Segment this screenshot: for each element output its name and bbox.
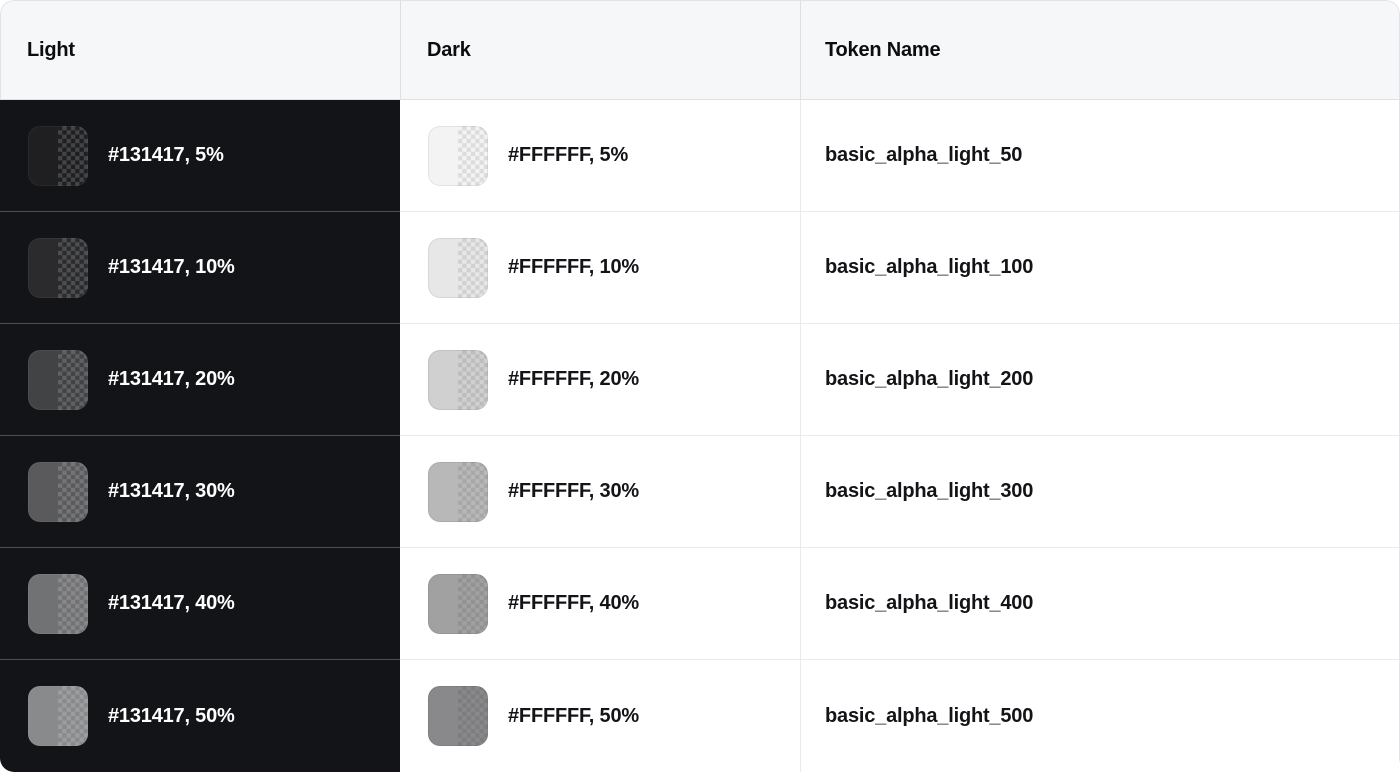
column-header-dark: Dark: [400, 0, 800, 100]
token-name: basic_alpha_light_400: [825, 592, 1034, 614]
transparency-checkerboard: [58, 573, 88, 634]
token-name-cell: basic_alpha_light_50: [800, 100, 1400, 212]
alpha-tint-overlay: [428, 573, 488, 634]
token-name-cell: basic_alpha_light_300: [800, 436, 1400, 548]
color-value-label: #FFFFFF, 40%: [508, 592, 639, 614]
column-header-light: Light: [0, 0, 400, 100]
transparency-checkerboard: [458, 461, 488, 522]
swatch-border: [428, 462, 488, 522]
column-header-token-name-label: Token Name: [825, 38, 941, 61]
alpha-color-swatch: [28, 686, 88, 746]
dark-theme-cell: #FFFFFF, 50%: [400, 660, 800, 772]
alpha-color-swatch: [428, 686, 488, 746]
transparency-checkerboard: [58, 461, 88, 522]
token-name: basic_alpha_light_500: [825, 704, 1034, 727]
alpha-tint-overlay: [428, 686, 488, 746]
transparency-checkerboard: [458, 125, 488, 186]
dark-theme-cell: #FFFFFF, 5%: [400, 100, 800, 212]
swatch-border: [28, 462, 88, 522]
token-name-cell: basic_alpha_light_500: [800, 660, 1400, 772]
alpha-tint-overlay: [28, 573, 88, 634]
alpha-tint-overlay: [428, 125, 488, 186]
alpha-tint-overlay: [428, 349, 488, 410]
color-value-label: #FFFFFF, 5%: [508, 144, 629, 166]
column-header-dark-label: Dark: [427, 38, 471, 61]
color-value-label: #131417, 30%: [108, 480, 235, 502]
dark-theme-cell: #FFFFFF, 40%: [400, 548, 800, 660]
alpha-color-swatch: [28, 573, 88, 634]
alpha-tint-overlay: [28, 237, 88, 298]
alpha-color-swatch: [28, 461, 88, 522]
transparency-checkerboard: [458, 349, 488, 410]
dark-theme-cell: #FFFFFF, 20%: [400, 324, 800, 436]
alpha-color-swatch: [28, 237, 88, 298]
color-value-label: #131417, 10%: [108, 256, 235, 278]
alpha-tint-overlay: [428, 461, 488, 522]
transparency-checkerboard: [58, 237, 88, 298]
alpha-color-swatch: [428, 125, 488, 186]
token-name: basic_alpha_light_100: [825, 256, 1034, 278]
swatch-border: [428, 126, 488, 186]
light-theme-cell: #131417, 10%: [0, 212, 400, 324]
token-name: basic_alpha_light_300: [825, 480, 1034, 502]
token-name-cell: basic_alpha_light_100: [800, 212, 1400, 324]
token-name: basic_alpha_light_200: [825, 368, 1034, 390]
alpha-tint-overlay: [28, 349, 88, 410]
alpha-color-swatch: [28, 125, 88, 186]
light-theme-cell: #131417, 30%: [0, 436, 400, 548]
transparency-checkerboard: [58, 125, 88, 186]
light-theme-cell: #131417, 50%: [0, 660, 400, 772]
alpha-tint-overlay: [28, 125, 88, 186]
alpha-tint-overlay: [28, 461, 88, 522]
alpha-color-swatch: [28, 349, 88, 410]
dark-theme-cell: #FFFFFF, 10%: [400, 212, 800, 324]
alpha-color-swatch: [428, 237, 488, 298]
color-value-label: #FFFFFF, 50%: [508, 704, 639, 727]
transparency-checkerboard: [458, 573, 488, 634]
alpha-color-swatch: [428, 461, 488, 522]
color-value-label: #131417, 5%: [108, 144, 224, 166]
light-theme-cell: #131417, 40%: [0, 548, 400, 660]
swatch-border: [28, 350, 88, 410]
dark-theme-cell: #FFFFFF, 30%: [400, 436, 800, 548]
token-name-cell: basic_alpha_light_200: [800, 324, 1400, 436]
swatch-border: [28, 686, 88, 746]
transparency-checkerboard: [58, 349, 88, 410]
alpha-color-swatch: [428, 573, 488, 634]
swatch-border: [428, 686, 488, 746]
alpha-color-swatch: [428, 349, 488, 410]
column-header-token-name: Token Name: [800, 0, 1400, 100]
color-value-label: #FFFFFF, 10%: [508, 256, 639, 278]
alpha-tint-overlay: [428, 237, 488, 298]
swatch-border: [428, 350, 488, 410]
swatch-border: [428, 574, 488, 634]
color-value-label: #131417, 20%: [108, 368, 235, 390]
color-value-label: #FFFFFF, 20%: [508, 368, 639, 390]
color-value-label: #FFFFFF, 30%: [508, 480, 639, 502]
swatch-border: [428, 238, 488, 298]
swatch-border: [28, 238, 88, 298]
alpha-tint-overlay: [28, 686, 88, 746]
color-value-label: #131417, 50%: [108, 704, 235, 727]
color-value-label: #131417, 40%: [108, 592, 235, 614]
token-name-cell: basic_alpha_light_400: [800, 548, 1400, 660]
swatch-border: [28, 126, 88, 186]
swatch-border: [28, 574, 88, 634]
light-theme-cell: #131417, 20%: [0, 324, 400, 436]
column-header-light-label: Light: [27, 38, 75, 61]
token-name: basic_alpha_light_50: [825, 144, 1023, 166]
transparency-checkerboard: [458, 237, 488, 298]
light-theme-cell: #131417, 5%: [0, 100, 400, 212]
